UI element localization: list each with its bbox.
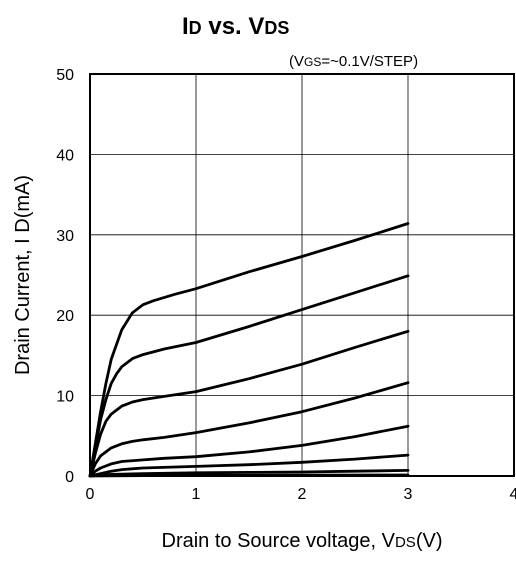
x-tick-label: 2 [298,486,307,503]
y-tick-labels: 0 10 20 30 40 50 [56,67,74,486]
series-line-7 [88,469,410,478]
series-line-4 [88,381,410,478]
series-line-1 [88,222,410,478]
series-layer [88,222,410,478]
x-axis-label: Drain to Source voltage, VDS(V) [162,530,443,552]
series-line-5 [88,424,410,478]
plot-area-frame [89,73,515,477]
grid-lines [90,74,514,476]
x-tick-label: 1 [192,486,201,503]
series-line-3 [88,329,410,478]
y-tick-label: 50 [56,67,74,84]
y-tick-label: 30 [56,228,74,245]
y-tick-label: 40 [56,147,74,164]
x-tick-label: 4 [510,486,516,503]
x-tick-label: 0 [86,486,95,503]
y-tick-label: 10 [56,389,74,406]
y-axis-label: Drain Current, I D(mA) [12,175,34,375]
step-note: (VGS=~0.1V/STEP) [289,53,418,70]
y-tick-label: 0 [65,469,74,486]
series-line-6 [88,453,410,478]
series-line-2 [88,274,410,478]
chart-title: ID vs. VDS [182,13,289,40]
y-tick-label: 20 [56,308,74,325]
x-tick-labels: 0 1 2 3 4 [86,486,516,503]
x-tick-label: 3 [404,486,413,503]
